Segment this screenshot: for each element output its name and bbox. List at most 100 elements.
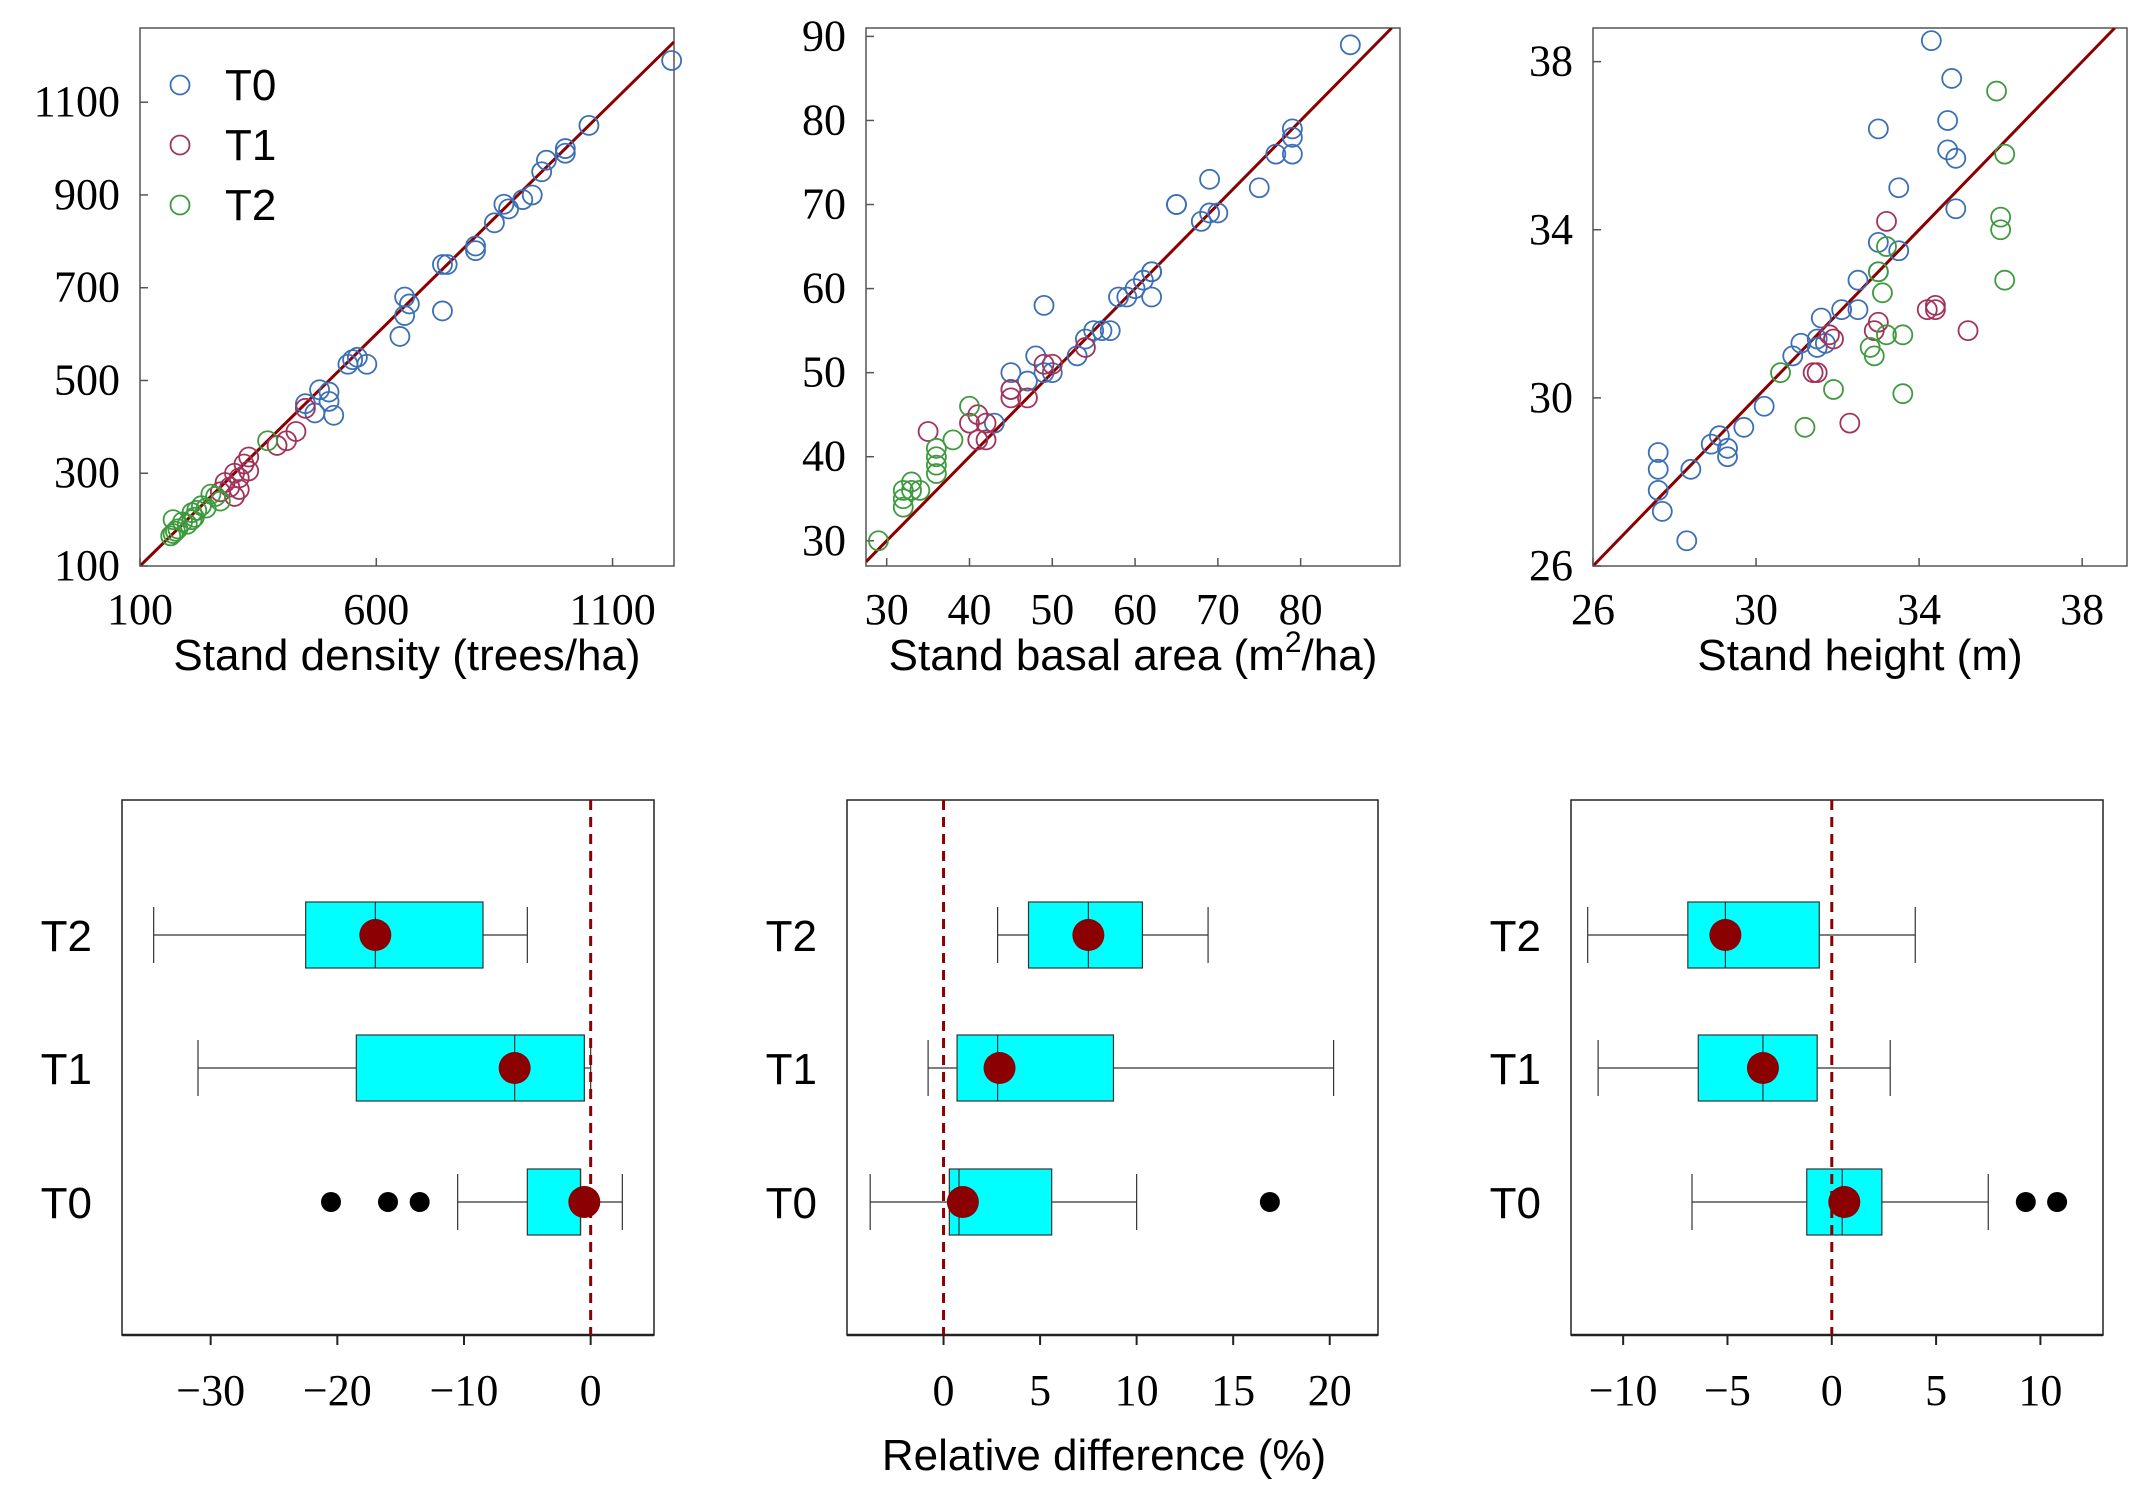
data-point <box>983 412 1005 434</box>
data-point <box>1847 299 1869 321</box>
data-point <box>294 393 316 415</box>
x-tick-label: 80 <box>1279 585 1323 634</box>
data-point <box>942 429 964 451</box>
data-point <box>342 349 364 371</box>
y-tick-label: 60 <box>802 264 846 313</box>
outlier-point <box>1259 1192 1280 1212</box>
data-point <box>1281 118 1303 140</box>
y-tick-label: 90 <box>802 11 846 60</box>
data-point <box>1892 324 1914 346</box>
mean-marker <box>1709 919 1742 951</box>
data-point <box>1033 353 1055 375</box>
data-point <box>925 454 947 476</box>
series-T1-height <box>1802 210 1979 434</box>
data-point <box>661 50 683 71</box>
data-point <box>498 198 520 220</box>
legend-marker-T1 <box>169 134 191 156</box>
data-point <box>554 138 576 159</box>
data-point <box>1888 177 1910 199</box>
category-label-T1: T1 <box>41 1045 92 1094</box>
data-point <box>162 509 184 531</box>
series-T2-basal <box>868 395 980 552</box>
x-tick-label: 34 <box>1897 585 1941 634</box>
data-point <box>484 212 505 234</box>
data-point <box>1867 261 1889 283</box>
data-point <box>1190 210 1212 232</box>
data-point <box>165 520 186 542</box>
data-point <box>1916 299 1938 321</box>
data-point <box>1041 362 1063 384</box>
data-point <box>266 435 288 456</box>
data-point <box>238 446 260 468</box>
data-point <box>1647 458 1669 480</box>
y-tick-label: 100 <box>54 541 120 590</box>
x-tick-label: −10 <box>430 1366 499 1415</box>
data-point <box>1265 143 1287 165</box>
series-T2-density <box>160 430 278 547</box>
data-point <box>1116 286 1138 308</box>
data-point <box>1867 118 1889 140</box>
x-tick-label: 100 <box>107 585 173 634</box>
data-point <box>959 395 980 417</box>
data-point <box>1074 337 1096 358</box>
label-part: Stand basal area (m <box>889 631 1285 680</box>
data-point <box>1876 236 1897 257</box>
outlier-point <box>409 1192 430 1212</box>
x-tick-label: −20 <box>303 1366 372 1415</box>
data-point <box>1700 433 1722 455</box>
data-point <box>1108 286 1129 308</box>
data-point <box>1823 379 1844 400</box>
mean-marker <box>1746 1052 1779 1084</box>
x-tick-label: 38 <box>2060 585 2104 634</box>
outlier-point <box>321 1192 341 1212</box>
x-axis-label-height: Stand height (m) <box>1697 631 2022 680</box>
data-point <box>1025 345 1047 367</box>
data-point <box>1651 500 1673 522</box>
box-T0-box_height <box>1691 1168 2068 1236</box>
data-point <box>1132 269 1154 291</box>
outlier-point <box>378 1192 398 1212</box>
x-axis-label-density: Stand density (trees/ha) <box>173 631 640 680</box>
chart-box_basal: 0 5 10 15 20 T2 T1 T0 <box>766 799 1379 1415</box>
data-point <box>892 479 914 501</box>
legend-label-T2: T2 <box>225 181 276 230</box>
y-tick-label: 30 <box>1529 373 1573 422</box>
data-point <box>432 300 453 322</box>
chart-box_density: −30 −20 −10 0 T2 T1 T0 <box>41 799 655 1415</box>
data-point <box>167 518 189 540</box>
data-point <box>1937 110 1959 131</box>
x-tick-label: 50 <box>1030 585 1074 634</box>
data-point <box>1863 345 1885 367</box>
data-point <box>1920 30 1942 52</box>
x-tick-label: 40 <box>947 585 991 634</box>
data-point <box>1823 328 1844 350</box>
mean-marker <box>1072 919 1105 951</box>
data-point <box>436 254 458 275</box>
plot-frame-basal <box>865 27 1401 567</box>
data-point <box>959 412 980 434</box>
x-tick-label: 60 <box>1113 585 1157 634</box>
y-tick-label: 26 <box>1529 541 1573 590</box>
label-part: Stand height (m) <box>1697 631 2022 680</box>
y-tick-label: 500 <box>54 355 120 404</box>
x-tick-label: 30 <box>1734 585 1778 634</box>
x-tick-label: −10 <box>1589 1366 1658 1415</box>
data-point <box>160 525 182 547</box>
data-point <box>901 479 922 501</box>
y-tick-label: 300 <box>54 448 120 497</box>
series-T1-basal <box>917 337 1096 451</box>
category-label-T2: T2 <box>766 912 817 961</box>
box-T1-box_density <box>197 1034 592 1102</box>
label-part: Stand density (trees/ha) <box>173 631 640 680</box>
y-tick-label: 700 <box>54 263 120 312</box>
data-point <box>337 353 359 375</box>
x-tick-label: 30 <box>865 585 909 634</box>
data-point <box>1199 202 1220 224</box>
data-point <box>257 430 278 452</box>
data-point <box>1717 437 1738 459</box>
data-point <box>925 463 947 484</box>
data-point <box>1066 345 1088 367</box>
data-point <box>531 161 553 183</box>
iqr-box <box>956 1034 1115 1102</box>
iqr-box <box>1687 901 1820 969</box>
